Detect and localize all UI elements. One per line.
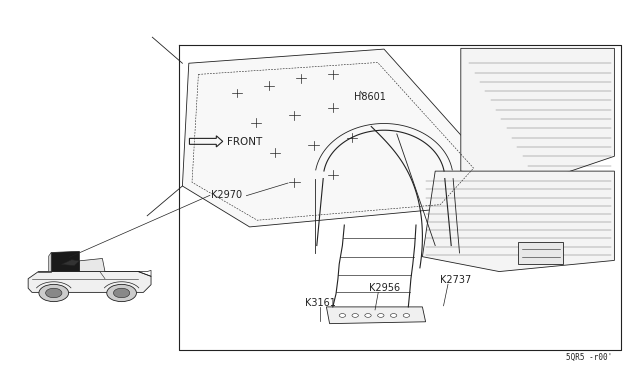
Text: K2737: K2737 xyxy=(440,275,472,285)
Circle shape xyxy=(39,284,68,302)
Text: K2956: K2956 xyxy=(369,283,400,293)
Polygon shape xyxy=(518,242,563,264)
Text: FRONT: FRONT xyxy=(227,138,262,147)
Text: H8601: H8601 xyxy=(354,92,386,102)
Polygon shape xyxy=(28,272,151,292)
Circle shape xyxy=(339,314,346,317)
Circle shape xyxy=(45,288,62,298)
Text: K2970: K2970 xyxy=(211,190,243,200)
Polygon shape xyxy=(51,251,79,272)
Polygon shape xyxy=(461,48,614,182)
Polygon shape xyxy=(79,259,105,272)
Polygon shape xyxy=(61,260,79,266)
Circle shape xyxy=(352,314,358,317)
Text: 5QR5 -r00': 5QR5 -r00' xyxy=(566,353,612,362)
Circle shape xyxy=(107,284,136,302)
Text: K3161: K3161 xyxy=(305,298,335,308)
Polygon shape xyxy=(49,253,51,272)
Circle shape xyxy=(390,314,397,317)
Circle shape xyxy=(378,314,384,317)
Circle shape xyxy=(365,314,371,317)
Polygon shape xyxy=(326,307,426,324)
Polygon shape xyxy=(422,171,614,272)
Circle shape xyxy=(113,288,130,298)
Polygon shape xyxy=(182,49,486,227)
Circle shape xyxy=(403,314,410,317)
